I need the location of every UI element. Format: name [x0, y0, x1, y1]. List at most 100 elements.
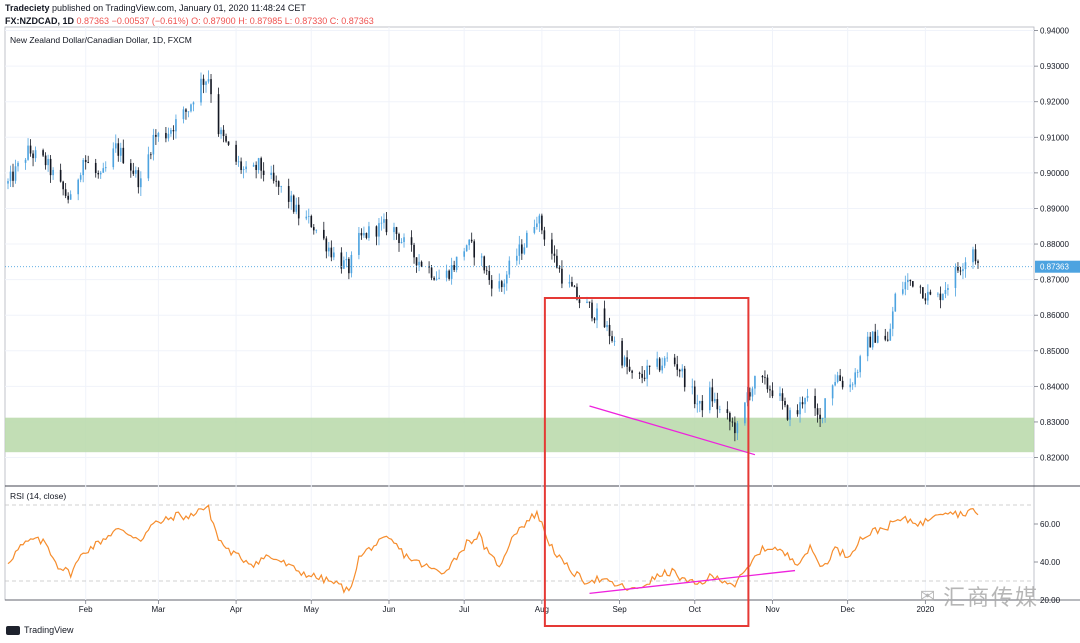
- candle-body: [673, 357, 676, 365]
- price-tick-label: 0.92000: [1040, 98, 1069, 107]
- candle-body: [500, 281, 503, 288]
- candle-body: [132, 170, 135, 174]
- candle-body: [701, 400, 704, 411]
- candle-body: [280, 186, 283, 187]
- candle-body: [854, 372, 856, 385]
- candle-body: [904, 282, 907, 290]
- candle-body: [182, 109, 185, 120]
- candle-body: [541, 215, 543, 231]
- candle-body: [954, 267, 957, 288]
- candle-body: [744, 402, 746, 424]
- candle-body: [628, 366, 631, 371]
- candle-body: [114, 143, 117, 149]
- candle-body: [275, 180, 278, 182]
- candle-body: [924, 298, 927, 301]
- candle-body: [573, 286, 576, 288]
- candle-body: [325, 238, 328, 252]
- candle-body: [465, 245, 468, 252]
- candle-body: [360, 232, 363, 236]
- candle-body: [804, 397, 806, 405]
- candle-body: [69, 194, 72, 200]
- candle-body: [571, 281, 573, 287]
- candle-body: [641, 373, 643, 378]
- time-tick-label: Jun: [383, 605, 396, 614]
- candle-body: [150, 154, 152, 156]
- rsi-tick-label: 60.00: [1040, 520, 1061, 529]
- candle-body: [52, 169, 54, 176]
- time-tick-label: May: [304, 605, 319, 614]
- candle-body: [498, 281, 501, 289]
- candle-body: [104, 167, 107, 169]
- candle-body: [27, 145, 29, 160]
- last-price-badge: [1035, 260, 1080, 273]
- candle-body: [205, 81, 207, 85]
- candle-body: [453, 265, 455, 270]
- candle-body: [769, 389, 771, 391]
- tradingview-logo[interactable]: TradingView: [6, 625, 74, 635]
- watermark-text: 汇商传媒: [943, 585, 1040, 610]
- candle-body: [217, 94, 220, 135]
- candle-body: [292, 195, 295, 212]
- candle-body: [207, 79, 210, 82]
- candle-body: [508, 260, 511, 275]
- candle-body: [345, 258, 348, 261]
- candle-body: [779, 393, 781, 397]
- candle-body: [480, 256, 483, 258]
- candle-body: [977, 261, 979, 263]
- candle-body: [433, 277, 435, 280]
- candle-body: [638, 372, 641, 374]
- tradingview-logo-text: TradingView: [24, 625, 74, 635]
- candle-body: [937, 293, 939, 295]
- candle-body: [252, 164, 255, 167]
- time-tick-label: 2020: [916, 605, 934, 614]
- candle-body: [781, 393, 784, 401]
- candle-body: [869, 336, 872, 348]
- candle-body: [140, 178, 142, 188]
- candle-body: [410, 237, 413, 245]
- candle-body: [24, 159, 27, 163]
- candle-body: [365, 232, 368, 238]
- price-tick-label: 0.85000: [1040, 347, 1069, 356]
- candle-body: [200, 78, 202, 103]
- candle-body: [305, 216, 308, 219]
- candle-body: [734, 422, 736, 434]
- publisher-name: Tradeciety: [5, 3, 50, 13]
- candle-body: [613, 340, 616, 342]
- candle-body: [44, 155, 47, 166]
- candle-body: [445, 270, 448, 278]
- candle-body: [77, 179, 79, 195]
- rsi-plot: [5, 504, 1034, 594]
- candle-body: [330, 247, 333, 258]
- candle-body: [463, 251, 465, 257]
- price-axis[interactable]: 0.94000 0.93000 0.92000 0.91000 0.90000 0.890…: [5, 27, 1080, 463]
- candle-body: [438, 277, 440, 279]
- candle-body: [172, 130, 175, 132]
- candle-body: [526, 232, 528, 248]
- candle-body: [468, 239, 471, 246]
- candle-body: [295, 204, 298, 212]
- time-tick-label: Aug: [535, 605, 549, 614]
- rsi-tick-label: 40.00: [1040, 558, 1061, 567]
- candle-body: [393, 227, 395, 233]
- candle-body: [736, 423, 739, 434]
- price-tick-label: 0.87000: [1040, 276, 1069, 285]
- candle-body: [576, 286, 578, 300]
- candle-body: [135, 170, 137, 174]
- candle-body: [222, 129, 225, 137]
- candle-body: [227, 141, 230, 145]
- candle-body: [912, 281, 914, 287]
- published-text: published on TradingView.com, January 01…: [52, 3, 306, 13]
- time-tick-label: Nov: [765, 605, 779, 614]
- time-tick-label: Jul: [459, 605, 469, 614]
- candle-body: [714, 399, 716, 402]
- candle-body: [315, 229, 318, 231]
- price-tick-label: 0.88000: [1040, 240, 1069, 249]
- candle-body: [866, 336, 869, 357]
- candle-body: [210, 79, 212, 95]
- rsi-axis[interactable]: 60.00 40.00 20.00: [1034, 520, 1061, 605]
- candle-body: [363, 232, 365, 236]
- time-axis[interactable]: Feb Mar Apr May Jun Jul Aug Sep Oct Nov Dec 2020: [79, 600, 935, 614]
- candle-body: [112, 148, 115, 168]
- watermark: ✉ 汇商传媒: [920, 580, 1039, 612]
